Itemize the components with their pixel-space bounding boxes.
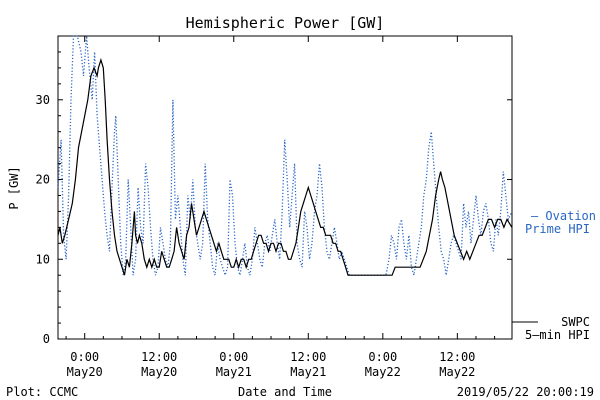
y-tick-label: 20 xyxy=(36,173,50,187)
plot-area xyxy=(57,35,513,340)
x-tick-time-label: 0:00 xyxy=(70,350,99,364)
x-tick-date-label: May20 xyxy=(67,365,103,379)
legend-ovation-line2: Prime HPI xyxy=(525,222,590,236)
swpc-hpi-series xyxy=(57,57,513,276)
chart-title: Hemispheric Power [GW] xyxy=(186,14,385,32)
ovation-prime-hpi-series xyxy=(57,35,513,278)
x-axis-ticks: 0:00May2012:00May200:00May2112:00May210:… xyxy=(65,36,496,379)
y-tick-label: 10 xyxy=(36,252,50,266)
x-tick-date-label: May21 xyxy=(290,365,326,379)
legend-swpc-line2: 5—min HPI xyxy=(525,328,590,342)
y-tick-label: 0 xyxy=(43,332,50,346)
x-tick-time-label: 12:00 xyxy=(439,350,475,364)
x-tick-time-label: 0:00 xyxy=(368,350,397,364)
legend-swpc-line1: SWPC xyxy=(561,315,590,329)
x-axis-label: Date and Time xyxy=(238,385,332,399)
x-tick-time-label: 12:00 xyxy=(290,350,326,364)
y-axis-ticks: 0 10 20 30 xyxy=(36,35,512,346)
plot-frame xyxy=(57,35,513,340)
series-layer xyxy=(57,35,513,278)
y-axis-label: P [GW] xyxy=(7,166,21,209)
x-tick-time-label: 12:00 xyxy=(141,350,177,364)
legend-ovation-line1: — Ovation xyxy=(531,209,596,223)
x-tick-time-label: 0:00 xyxy=(219,350,248,364)
x-tick-date-label: May22 xyxy=(365,365,401,379)
x-tick-date-label: May20 xyxy=(141,365,177,379)
legend: — Ovation Prime HPI SWPC 5—min HPI xyxy=(512,209,596,342)
plot-credit: Plot: CCMC xyxy=(6,385,78,399)
plot-timestamp: 2019/05/22 20:00:19 xyxy=(457,385,594,399)
x-tick-date-label: May21 xyxy=(216,365,252,379)
y-tick-label: 30 xyxy=(36,93,50,107)
x-tick-date-label: May22 xyxy=(439,365,475,379)
